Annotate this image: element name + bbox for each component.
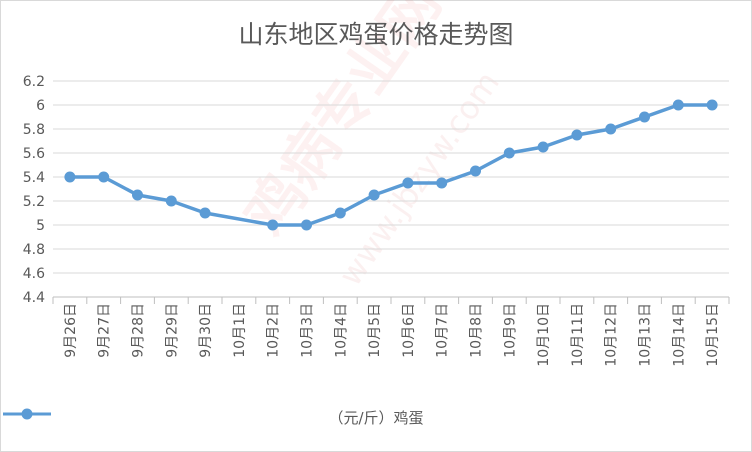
data-point bbox=[301, 219, 312, 231]
x-tick-label: 10月10日 bbox=[536, 303, 552, 367]
x-tick-label: 10月3日 bbox=[300, 303, 316, 358]
data-point bbox=[639, 111, 650, 123]
data-point bbox=[267, 219, 279, 231]
data-point bbox=[334, 207, 346, 219]
data-point bbox=[470, 165, 481, 177]
x-tick-label: 10月14日 bbox=[671, 303, 687, 367]
line-chart: 4.44.64.855.25.45.65.866.2 9月26日 9月27日 9月2… bbox=[23, 74, 730, 367]
x-tick-label: 10月5日 bbox=[367, 303, 383, 358]
x-axis: 9月26日 9月27日 9月28日 9月29日 9月30日 10月1日 10月2日 10月3日… bbox=[52, 296, 730, 367]
y-tick-label: 5.2 bbox=[23, 194, 45, 210]
y-tick-label: 5.4 bbox=[23, 170, 45, 186]
y-axis-ticks: 4.4 4.6 4.8 5 5.2 5.4 5.6 5.8 6 6.2 bbox=[23, 74, 45, 306]
data-point bbox=[571, 129, 583, 141]
data-point bbox=[132, 189, 143, 201]
legend: （元/斤）鸡蛋 bbox=[1, 407, 751, 428]
legend-label: （元/斤）鸡蛋 bbox=[328, 409, 424, 427]
x-tick-label: 10月11日 bbox=[570, 303, 586, 367]
data-point bbox=[199, 207, 211, 219]
x-tick-label: 10月15日 bbox=[705, 303, 721, 367]
y-tick-label: 5.8 bbox=[23, 122, 45, 138]
series-line bbox=[64, 99, 718, 231]
x-tick-label: 10月13日 bbox=[638, 303, 654, 367]
x-tick-label: 9月30日 bbox=[198, 303, 214, 358]
x-tick-label: 10月6日 bbox=[401, 303, 417, 358]
x-tick-label: 10月12日 bbox=[604, 303, 620, 367]
series-path bbox=[68, 103, 714, 227]
x-tick-label: 10月9日 bbox=[502, 303, 518, 358]
data-point bbox=[436, 177, 448, 189]
data-point bbox=[64, 171, 76, 183]
x-tick-label: 10月8日 bbox=[469, 303, 485, 358]
grid-lines bbox=[53, 80, 729, 298]
y-tick-label: 5 bbox=[36, 218, 45, 234]
y-tick-label: 6.2 bbox=[23, 74, 45, 90]
x-tick-label: 9月27日 bbox=[97, 303, 113, 358]
data-point bbox=[402, 177, 414, 189]
data-point bbox=[537, 141, 549, 153]
data-point bbox=[98, 171, 110, 183]
x-tick-label: 10月2日 bbox=[266, 303, 282, 358]
data-point bbox=[605, 123, 617, 135]
y-tick-label: 5.6 bbox=[23, 146, 45, 162]
data-point bbox=[672, 99, 684, 111]
legend-marker-icon bbox=[3, 408, 51, 420]
x-tick-label: 10月1日 bbox=[232, 303, 248, 358]
y-tick-label: 4.6 bbox=[23, 266, 45, 282]
x-tick-label: 10月4日 bbox=[333, 303, 349, 358]
data-point bbox=[368, 189, 380, 201]
x-tick-label: 10月7日 bbox=[435, 303, 451, 358]
x-tick-label: 9月29日 bbox=[164, 303, 180, 358]
data-point bbox=[503, 147, 515, 159]
chart-title: 山东地区鸡蛋价格走势图 bbox=[238, 20, 514, 49]
data-point bbox=[165, 195, 177, 207]
y-tick-label: 4.4 bbox=[23, 290, 45, 306]
y-tick-label: 6 bbox=[36, 98, 45, 114]
x-tick-label: 9月28日 bbox=[131, 303, 147, 358]
y-tick-label: 4.8 bbox=[23, 242, 45, 258]
x-tick-label: 9月26日 bbox=[63, 303, 79, 358]
data-point bbox=[706, 99, 718, 111]
